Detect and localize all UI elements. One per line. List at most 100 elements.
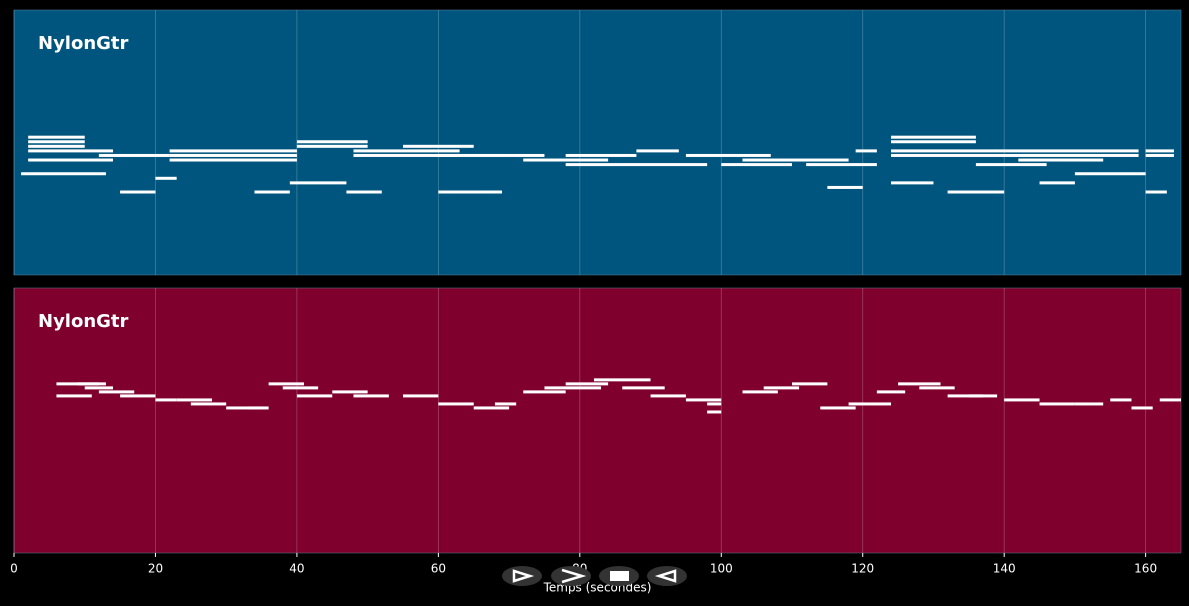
note [346,190,382,194]
note [898,382,941,386]
note [1074,402,1104,406]
note [947,190,1005,194]
note [1110,398,1132,402]
x-tick-label: 140 [993,562,1016,576]
note [565,153,637,157]
note [28,140,85,144]
playback-controls [502,566,687,586]
note [332,390,368,394]
note [1039,181,1075,185]
note [1145,153,1174,157]
note [282,386,319,390]
note [565,163,708,167]
play-button[interactable] [502,566,542,586]
note [968,394,998,398]
x-tick-label: 60 [431,562,446,576]
note [1131,406,1153,410]
note [891,153,1139,157]
note [56,394,92,398]
note [176,398,213,402]
x-tick-label: 20 [148,562,163,576]
note [169,149,297,153]
note [296,144,368,148]
note [721,163,792,167]
note [593,378,651,382]
note [650,394,686,398]
note [763,386,800,390]
note [1159,398,1181,402]
note [353,149,460,153]
note [792,382,828,386]
note [438,153,545,157]
note [1145,190,1167,194]
note [190,402,227,406]
note [28,158,114,162]
note [494,402,517,406]
note [975,163,1047,167]
note [685,398,722,402]
note [169,158,297,162]
note [523,390,566,394]
note [919,386,955,390]
note [1018,158,1104,162]
note [1004,398,1040,402]
note [565,382,609,386]
note [77,382,106,386]
note [636,149,679,153]
note [742,390,778,394]
note [247,406,269,410]
note [268,382,304,386]
note [622,386,665,390]
note [120,394,156,398]
note [947,394,983,398]
note [855,149,877,153]
note [353,153,460,157]
panel-title: NylonGtr [38,33,129,54]
x-tick-label: 40 [289,562,304,576]
note [56,382,99,386]
x-tick-label: 120 [851,562,874,576]
note [28,135,85,139]
panel-background [13,287,1182,554]
note [891,140,976,144]
note [98,390,135,394]
note [891,149,1139,153]
note [296,394,333,398]
note [226,406,262,410]
note [742,158,849,162]
note [155,176,177,180]
note [480,190,503,194]
note [1039,402,1075,406]
note [28,149,114,153]
note [403,394,439,398]
forward-button[interactable] [551,566,591,586]
note [254,190,290,194]
note [1145,149,1174,153]
note [707,402,722,406]
note [98,153,170,157]
note [685,153,771,157]
note [707,410,722,414]
note [403,144,474,148]
note [544,386,602,390]
note [438,190,495,194]
note [84,386,114,390]
stop-button[interactable] [599,566,639,586]
note [120,190,156,194]
note [806,163,877,167]
note [289,181,347,185]
note [876,390,906,394]
note [28,144,85,148]
note [891,135,976,139]
note [820,406,856,410]
note [169,153,297,157]
note [848,402,892,406]
note [296,140,368,144]
note [438,402,474,406]
x-tick-label: 100 [710,562,733,576]
note [473,406,510,410]
note [891,181,934,185]
rewind-button[interactable] [647,566,687,586]
note [353,394,389,398]
